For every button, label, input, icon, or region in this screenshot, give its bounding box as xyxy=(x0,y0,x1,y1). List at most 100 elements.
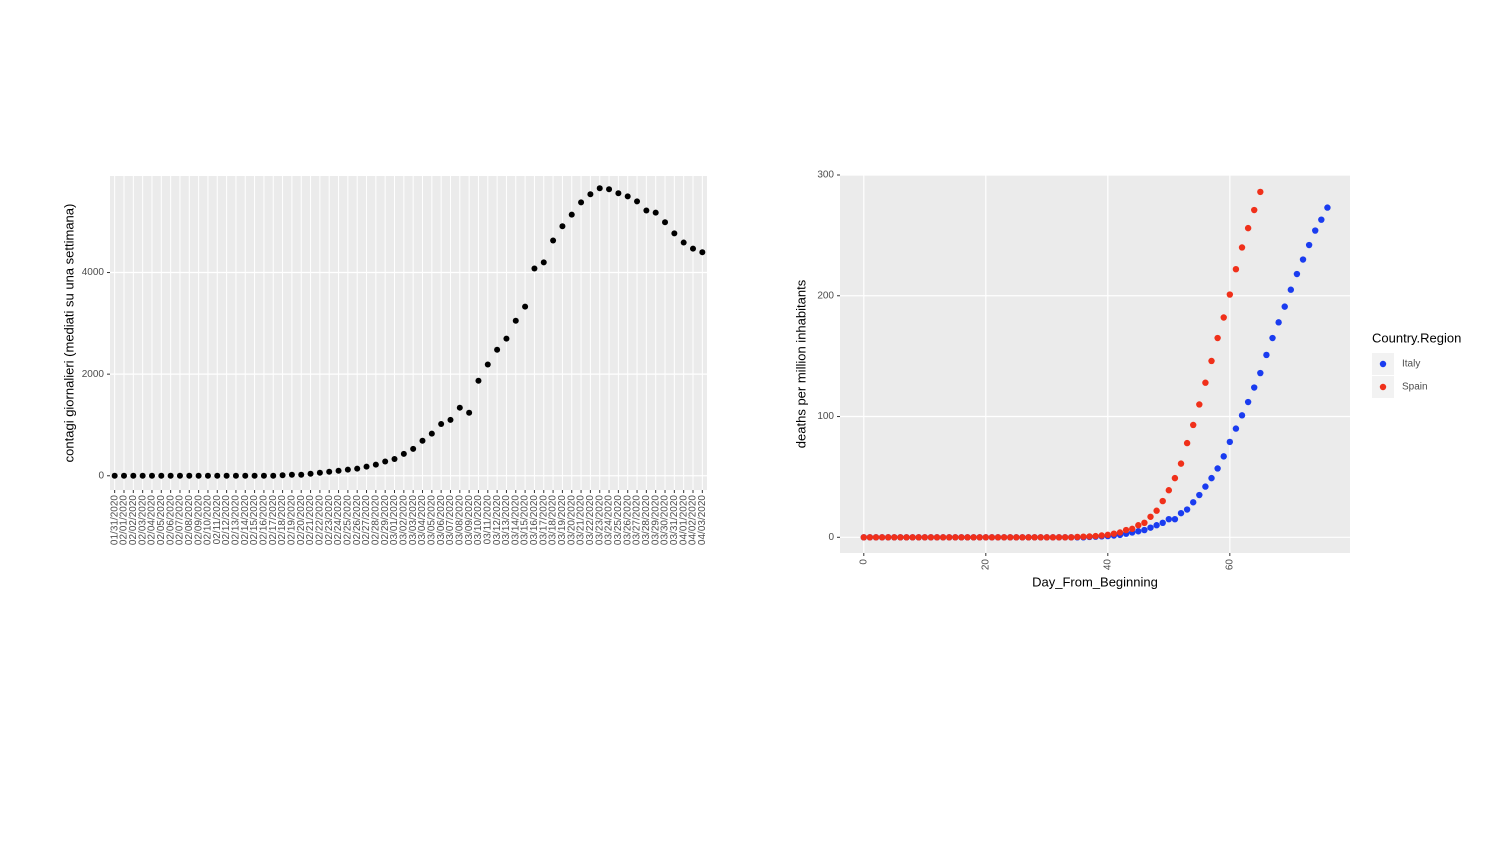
point xyxy=(634,198,641,205)
x-tick-label: 02/24/2020 xyxy=(333,495,344,545)
point xyxy=(1202,379,1209,386)
point xyxy=(915,534,922,541)
point xyxy=(587,191,594,198)
point xyxy=(1214,334,1221,342)
point xyxy=(251,472,258,479)
point xyxy=(1275,319,1282,326)
point xyxy=(195,472,202,479)
point xyxy=(994,534,1002,541)
point xyxy=(1208,357,1215,365)
point xyxy=(186,472,193,479)
point xyxy=(568,211,575,218)
y-axis-title: contagi giornalieri (mediati su una sett… xyxy=(61,204,76,463)
legend-marker xyxy=(1379,360,1387,368)
x-tick-label: 02/25/2020 xyxy=(343,495,354,545)
point xyxy=(1135,528,1142,535)
point xyxy=(1116,529,1124,536)
y-axis-title: deaths per million inhabitants xyxy=(793,279,808,448)
legend-title: Country.Region xyxy=(1372,330,1461,345)
x-tick-label: 04/02/2020 xyxy=(688,495,699,545)
point xyxy=(1244,224,1252,232)
point xyxy=(111,472,118,479)
x-tick-label: 03/26/2020 xyxy=(622,495,633,545)
point xyxy=(279,472,286,479)
point xyxy=(1251,206,1258,214)
point xyxy=(1153,522,1160,529)
x-tick-label: 03/07/2020 xyxy=(445,495,456,545)
x-tick-label: 03/25/2020 xyxy=(613,495,624,545)
y-tick-label: 100 xyxy=(817,411,834,422)
point xyxy=(866,534,874,541)
x-tick-label: 03/17/2020 xyxy=(538,495,549,545)
point xyxy=(690,245,697,252)
point xyxy=(596,185,603,192)
point xyxy=(1196,491,1203,499)
point xyxy=(1122,526,1130,534)
legend-label: Spain xyxy=(1402,382,1428,393)
point xyxy=(988,534,996,541)
point xyxy=(512,317,519,324)
x-tick-label: 02/08/2020 xyxy=(184,495,195,545)
point xyxy=(1025,534,1032,541)
point xyxy=(1190,499,1197,506)
point xyxy=(1318,216,1325,223)
point xyxy=(120,472,127,479)
x-tick-label: 03/14/2020 xyxy=(510,495,521,545)
point xyxy=(1043,534,1051,541)
point xyxy=(1037,534,1044,541)
point xyxy=(522,303,529,310)
point xyxy=(1269,334,1276,342)
x-tick-label: 02/15/2020 xyxy=(249,495,260,545)
x-tick-label: 02/19/2020 xyxy=(287,495,298,545)
point xyxy=(982,534,990,541)
point xyxy=(1110,530,1118,537)
point xyxy=(456,404,463,411)
point xyxy=(699,249,706,256)
x-tick-label: 03/12/2020 xyxy=(492,495,503,545)
point xyxy=(1159,519,1166,527)
point xyxy=(428,430,435,437)
point xyxy=(1183,439,1191,447)
point xyxy=(1135,522,1142,529)
point xyxy=(130,472,137,479)
point xyxy=(344,466,351,473)
point xyxy=(475,377,482,384)
point xyxy=(1257,188,1264,196)
point xyxy=(897,534,904,541)
point xyxy=(204,472,211,479)
x-tick-label: 02/09/2020 xyxy=(193,495,204,545)
point xyxy=(1171,515,1179,523)
point xyxy=(1226,438,1234,446)
point xyxy=(1196,401,1203,408)
point xyxy=(232,472,239,479)
point xyxy=(606,186,613,193)
x-tick-label: 02/07/2020 xyxy=(175,495,186,545)
point xyxy=(1257,369,1264,377)
x-tick-label: 03/11/2020 xyxy=(482,495,493,545)
point xyxy=(1251,384,1258,391)
x-tick-label: 02/11/2020 xyxy=(212,495,223,545)
point xyxy=(372,461,379,468)
point xyxy=(1061,534,1069,541)
point xyxy=(1007,534,1014,541)
point xyxy=(148,472,155,479)
point xyxy=(952,534,959,541)
y-tick-label: 300 xyxy=(817,170,834,181)
point xyxy=(1244,398,1252,406)
point xyxy=(466,409,473,416)
point xyxy=(578,199,585,206)
point xyxy=(1238,244,1246,251)
x-tick-label: 03/01/2020 xyxy=(389,495,400,545)
x-tick-label: 02/26/2020 xyxy=(352,495,363,545)
point xyxy=(652,209,659,216)
x-tick-label: 01/31/2020 xyxy=(109,495,120,545)
x-tick-label: 02/23/2020 xyxy=(324,495,335,545)
point xyxy=(1214,465,1221,472)
x-tick-label: 03/02/2020 xyxy=(398,495,409,545)
point xyxy=(860,534,867,541)
point xyxy=(1183,506,1191,513)
x-tick-label: 03/13/2020 xyxy=(501,495,512,545)
point xyxy=(1068,534,1075,541)
point xyxy=(1202,483,1209,490)
point xyxy=(1098,532,1105,539)
